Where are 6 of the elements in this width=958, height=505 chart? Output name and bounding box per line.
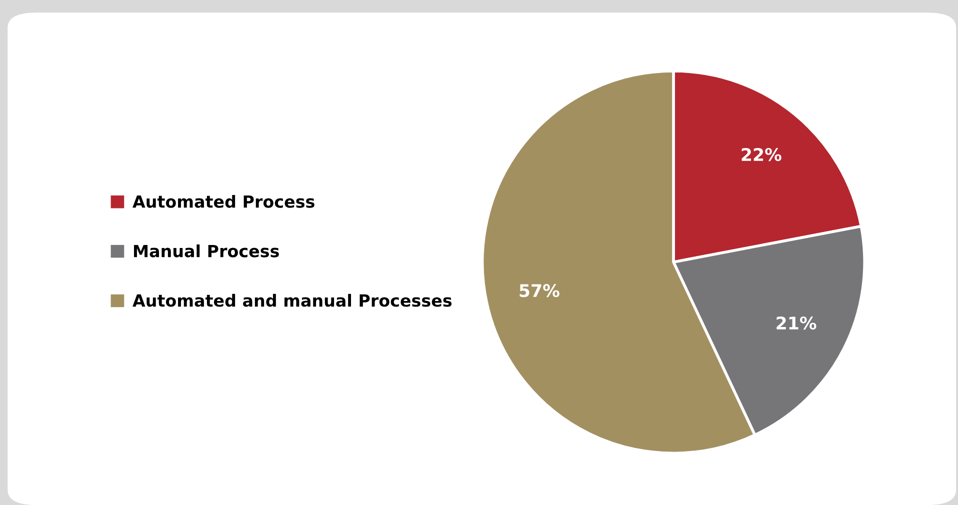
legend-label: Automated and manual Processes <box>132 294 452 307</box>
data-label: 22% <box>742 148 782 162</box>
legend-label: Automated Process <box>132 194 314 208</box>
data-label: 57% <box>520 284 560 298</box>
legend-label: Manual Process <box>134 244 279 258</box>
data-label: 21% <box>776 316 816 330</box>
